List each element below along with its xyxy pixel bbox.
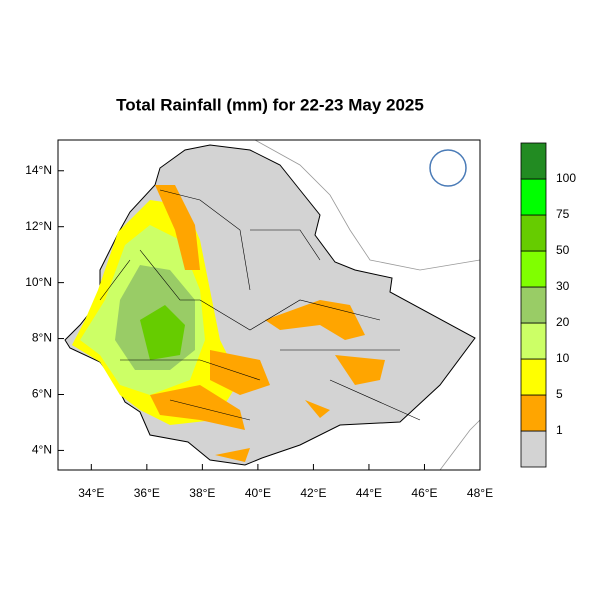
y-tick-label: 8°N: [32, 331, 52, 345]
x-tick-label: 36°E: [134, 486, 160, 500]
rain-50-75: [140, 305, 185, 360]
colorbar-box: [520, 286, 547, 324]
x-tick-label: 46°E: [411, 486, 437, 500]
colorbar-label: 20: [556, 315, 570, 329]
colorbar-box: [520, 250, 547, 288]
x-tick-label: 42°E: [300, 486, 326, 500]
colorbar-label: 30: [556, 279, 570, 293]
y-tick-label: 6°N: [32, 387, 52, 401]
colorbar-label: 10: [556, 351, 570, 365]
admin-borders: [99, 189, 421, 421]
colorbar-label: 1: [556, 423, 563, 437]
x-tick-label: 40°E: [245, 486, 271, 500]
y-tick-label: 14°N: [25, 163, 52, 177]
title: Total Rainfall (mm) for 22-23 May 2025: [116, 95, 424, 114]
rain-1-5: [150, 185, 385, 462]
colorbar-box: [520, 394, 547, 432]
map-frame: [57, 139, 481, 471]
neighbor-border: [254, 139, 481, 271]
colorbar-box: [520, 430, 547, 468]
coastline: [439, 419, 481, 471]
colorbar-box: [520, 322, 547, 360]
x-tick-label: 44°E: [356, 486, 382, 500]
colorbar-box: [520, 358, 547, 396]
colorbar-box: [520, 142, 547, 180]
colorbar-label: 75: [556, 207, 570, 221]
colorbar-label: 5: [556, 387, 563, 401]
x-tick-label: 38°E: [189, 486, 215, 500]
y-tick-label: 10°N: [25, 275, 52, 289]
map-area: [57, 139, 481, 471]
colorbar-label: 100: [556, 171, 576, 185]
logo: [429, 149, 467, 187]
y-tick-label: 4°N: [32, 443, 52, 457]
colorbar-box: [520, 214, 547, 252]
x-tick-label: 34°E: [78, 486, 104, 500]
x-tick-label: 48°E: [467, 486, 493, 500]
colorbar-label: 50: [556, 243, 570, 257]
colorbar-box: [520, 178, 547, 216]
y-tick-label: 12°N: [25, 219, 52, 233]
